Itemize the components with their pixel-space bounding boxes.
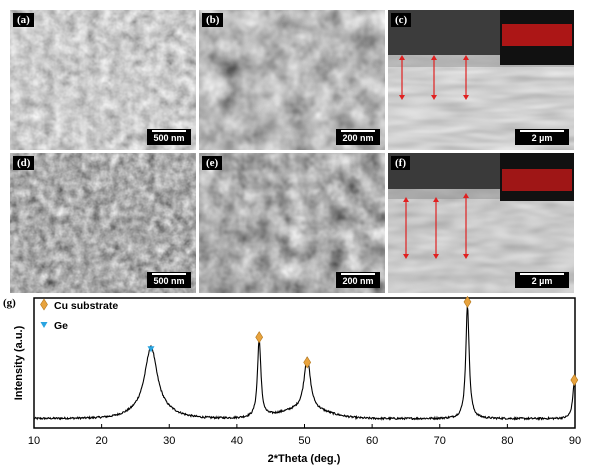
scale-bar-d: 500 nm [147, 272, 191, 288]
legend-cu-label: Cu substrate [54, 300, 118, 312]
scale-text-e: 200 nm [342, 276, 374, 286]
x-tick-label-70: 70 [434, 435, 446, 447]
panel-label-a: (a) [13, 13, 34, 27]
scale-text-d: 500 nm [153, 276, 185, 286]
sem-image-f [388, 153, 574, 293]
panel-label-e: (e) [202, 156, 223, 170]
legend-ge-triangle-icon [40, 322, 48, 328]
cu-peak-marker-icon [303, 356, 312, 369]
sem-image-d [10, 153, 196, 293]
cu-peak-marker-icon [463, 296, 472, 308]
scale-text-b: 200 nm [342, 133, 374, 143]
scale-text-c: 2 µm [531, 133, 553, 143]
x-tick-label-10: 10 [28, 435, 40, 447]
sem-image-c [388, 10, 574, 150]
scale-bar-e: 200 nm [336, 272, 380, 288]
sem-image-b [199, 10, 385, 150]
sem-image-e [199, 153, 385, 293]
scale-bar-f: 2 µm [515, 272, 569, 288]
panel-label-g: (g) [3, 297, 16, 309]
x-tick-label-60: 60 [366, 435, 378, 447]
sem-panel-d: (d) 500 nm [10, 153, 196, 293]
scale-bar-c: 2 µm [515, 129, 569, 145]
sem-panel-b: (b) 200 nm [199, 10, 385, 150]
ge-peak-marker-icon [147, 346, 155, 353]
sem-panel-c: (c) 2 µm [388, 10, 574, 150]
panel-label-b: (b) [202, 13, 224, 27]
x-axis-ticks: 10 20 30 40 50 60 70 80 90 [28, 424, 581, 447]
x-tick-label-40: 40 [231, 435, 243, 447]
sem-image-a [10, 10, 196, 150]
x-tick-label-90: 90 [569, 435, 581, 447]
legend-ge-label: Ge [54, 320, 68, 332]
cu-peak-marker-icon [255, 331, 264, 344]
xrd-chart: 10 20 30 40 50 60 70 80 90 Cu substrate Ge Inten… [13, 296, 581, 465]
legend-cu-diamond-icon [40, 298, 48, 311]
peak-markers [147, 296, 579, 387]
x-tick-label-20: 20 [96, 435, 108, 447]
panel-label-f: (f) [391, 156, 410, 170]
x-axis-label: 2*Theta (deg.) [268, 453, 341, 465]
sem-panel-f: (f) 2 µm [388, 153, 574, 293]
scale-bar-b: 200 nm [336, 129, 380, 145]
scale-bar-a: 500 nm [147, 129, 191, 145]
xrd-pattern-line [33, 306, 576, 421]
scale-text-f: 2 µm [531, 276, 553, 286]
panel-label-d: (d) [13, 156, 35, 170]
panel-label-c: (c) [391, 13, 412, 27]
sem-panel-e: (e) 200 nm [199, 153, 385, 293]
cu-peak-marker-icon [570, 373, 579, 387]
x-tick-label-30: 30 [163, 435, 175, 447]
sem-panel-a: (a) 500 nm [10, 10, 196, 150]
scale-text-a: 500 nm [153, 133, 185, 143]
legend: Cu substrate Ge [40, 298, 118, 332]
x-tick-label-80: 80 [501, 435, 513, 447]
y-axis-label: Intensity (a.u.) [13, 325, 25, 400]
x-tick-label-50: 50 [298, 435, 310, 447]
